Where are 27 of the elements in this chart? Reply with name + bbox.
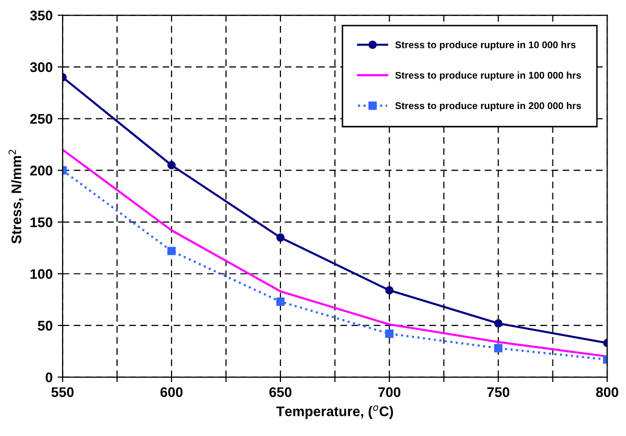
legend-label: Stress to produce rupture in 10 000 hrs	[395, 41, 576, 50]
point	[494, 319, 502, 328]
legend-label: Stress to produce rupture in 100 000 hrs	[395, 72, 581, 81]
x-tick-label: 600	[160, 387, 183, 398]
point	[167, 246, 176, 256]
point	[167, 161, 176, 170]
x-tick-label: 800	[596, 387, 618, 398]
y-tick-label: 100	[30, 269, 52, 279]
point	[494, 344, 502, 352]
y-tick-label: 350	[30, 10, 52, 20]
y-tick-label: 250	[30, 114, 52, 124]
point	[385, 330, 394, 338]
point	[276, 233, 285, 242]
y-axis-title: Stress, N/mm$^{2}$	[8, 150, 24, 244]
x-tick-label: 700	[378, 387, 400, 398]
point	[276, 297, 285, 306]
x-tick-label: 750	[487, 387, 510, 398]
y-tick-label: 300	[30, 62, 52, 72]
y-tick-label: 0	[46, 372, 52, 382]
point	[385, 286, 394, 294]
x-tick-label: 650	[269, 387, 292, 398]
x-tick-label: 550	[51, 387, 74, 398]
y-tick-label: 200	[30, 166, 52, 176]
x-axis-title: Temperature, ($^{o}$C)	[276, 405, 393, 420]
y-tick-label: 50	[38, 320, 52, 331]
y-tick-label: 150	[30, 217, 52, 228]
legend-label: Stress to produce rupture in 200 000 hrs	[395, 102, 581, 112]
